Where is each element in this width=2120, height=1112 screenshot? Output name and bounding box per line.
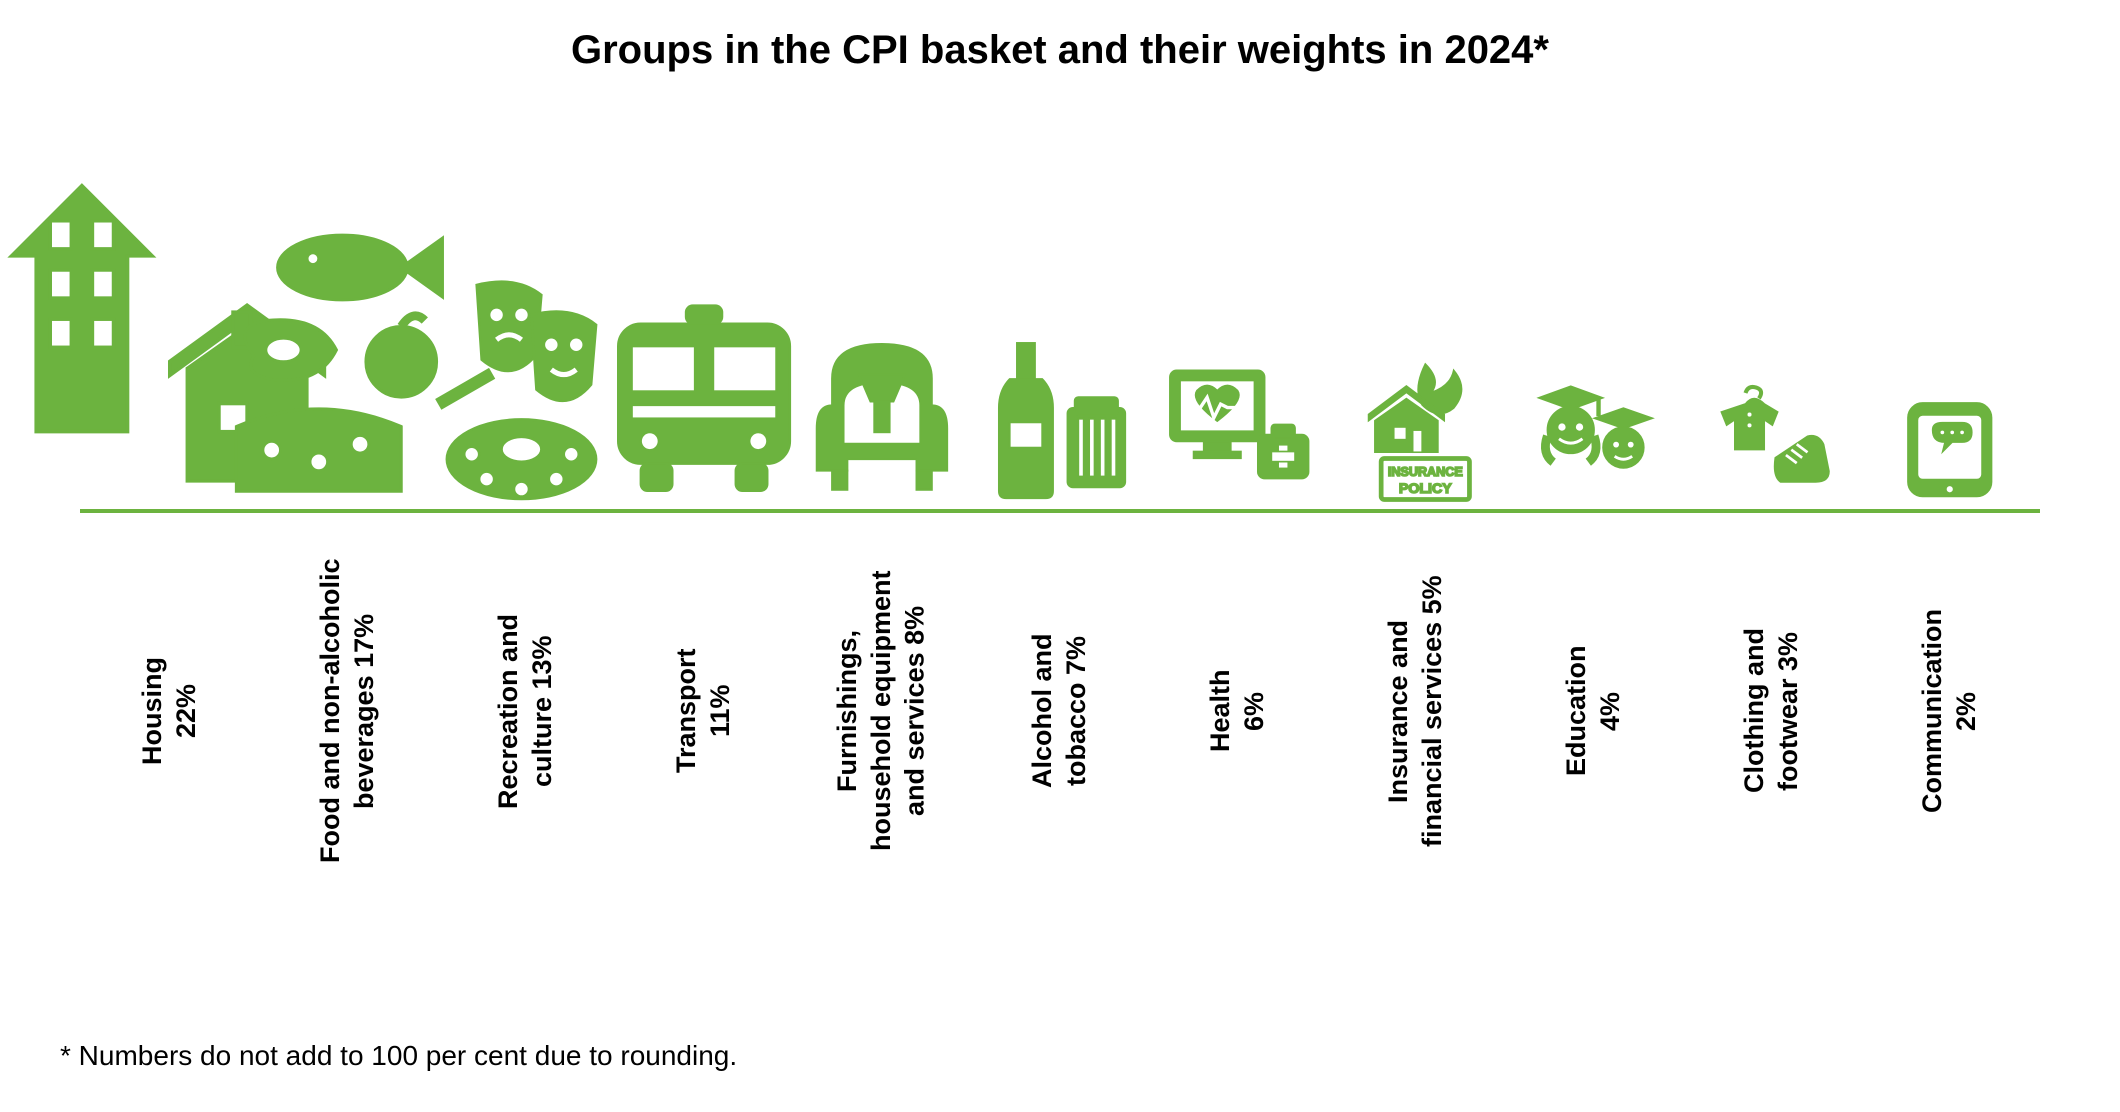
label-row: Housing 22% Food and non-alcoholic bevera… [80, 531, 2040, 891]
label-food: Food and non-alcoholic beverages 17% [268, 531, 428, 891]
label-text: Alcohol and tobacco 7% [1026, 531, 1094, 891]
health-icon [1153, 331, 1322, 509]
label-text: Education 4% [1560, 531, 1628, 891]
label-insurance: Insurance and financial services 5% [1336, 531, 1496, 891]
label-communication: Communication 2% [1870, 531, 2030, 891]
baseline [80, 509, 2040, 513]
footnote: * Numbers do not add to 100 per cent due… [60, 1040, 737, 1072]
category-communication [1870, 379, 2030, 509]
label-health: Health 6% [1158, 531, 1318, 891]
label-housing: Housing 22% [90, 531, 250, 891]
label-text: Transport 11% [670, 531, 738, 891]
category-education [1514, 355, 1674, 509]
label-education: Education 4% [1514, 531, 1674, 891]
label-transport: Transport 11% [624, 531, 784, 891]
category-transport [624, 271, 784, 509]
label-clothing: Clothing and footwear 3% [1692, 531, 1852, 891]
category-insurance [1336, 343, 1496, 509]
category-recreation [446, 247, 606, 509]
label-text: Insurance and financial services 5% [1382, 531, 1450, 891]
label-alcohol: Alcohol and tobacco 7% [980, 531, 1140, 891]
label-recreation: Recreation and culture 13% [446, 531, 606, 891]
category-health [1158, 331, 1318, 509]
insurance-icon [1337, 343, 1495, 509]
category-furnishings [802, 307, 962, 509]
label-text: Housing 22% [136, 531, 204, 891]
label-text: Furnishings, household equipment and ser… [831, 531, 932, 891]
page-title: Groups in the CPI basket and their weigh… [60, 28, 2060, 73]
label-text: Communication 2% [1916, 531, 1984, 891]
label-text: Clothing and footwear 3% [1738, 531, 1806, 891]
furnishings-icon [786, 307, 978, 509]
chart-area [80, 133, 2040, 513]
communication-icon [1888, 379, 2012, 509]
label-text: Health 6% [1204, 531, 1272, 891]
label-furnishings: Furnishings, household equipment and ser… [802, 531, 962, 891]
label-text: Recreation and culture 13% [492, 531, 560, 891]
label-text: Food and non-alcoholic beverages 17% [314, 531, 382, 891]
clothing-icon [1705, 367, 1840, 509]
icon-row [80, 139, 2040, 509]
education-icon [1521, 355, 1667, 509]
alcohol-icon [970, 319, 1151, 509]
category-alcohol [980, 319, 1140, 509]
transport-icon [591, 271, 817, 509]
category-clothing [1692, 367, 1852, 509]
